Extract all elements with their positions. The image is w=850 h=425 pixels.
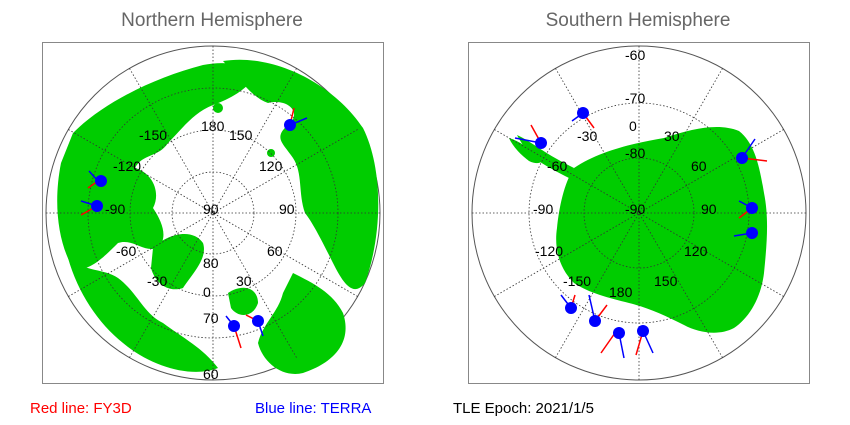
north-lon-label: 30 xyxy=(236,273,252,289)
north-lon-label: 180 xyxy=(201,118,225,134)
south-lon-label: 30 xyxy=(664,128,680,144)
satellite-marker xyxy=(228,320,240,332)
satellite-marker xyxy=(565,302,577,314)
south-lon-label: -150 xyxy=(563,273,591,289)
north-panel-title: Northern Hemisphere xyxy=(121,10,303,31)
satellite-marker xyxy=(746,227,758,239)
satellite-marker xyxy=(577,107,589,119)
south-lon-label: 120 xyxy=(684,243,708,259)
satellite-marker xyxy=(284,119,296,131)
north-lon-label: -30 xyxy=(147,273,167,289)
north-polar-map: 180 150 120 90 60 30 0 -30 -60 -90 -120 … xyxy=(45,45,381,382)
south-lon-label: 60 xyxy=(691,158,707,174)
legend-terra: Blue line: TERRA xyxy=(255,400,372,417)
south-lat-label: -70 xyxy=(625,90,645,106)
satellite-marker xyxy=(95,175,107,187)
north-lat-label: 90 xyxy=(203,201,219,217)
north-lon-label: 60 xyxy=(267,243,283,259)
north-graticule xyxy=(46,46,380,380)
south-lat-label: -60 xyxy=(625,47,645,63)
north-map-frame: 180 150 120 90 60 30 0 -30 -60 -90 -120 … xyxy=(42,42,384,384)
satellite-marker xyxy=(736,152,748,164)
south-lat-label: -80 xyxy=(625,145,645,161)
south-lon-label: -60 xyxy=(547,158,567,174)
satellite-marker xyxy=(746,202,758,214)
satellite-marker xyxy=(91,200,103,212)
south-land xyxy=(509,127,768,333)
satellite-marker xyxy=(589,315,601,327)
satellite-marker xyxy=(252,315,264,327)
north-lon-label: -120 xyxy=(113,158,141,174)
north-lon-label: 120 xyxy=(259,158,283,174)
south-lon-label: -120 xyxy=(535,243,563,259)
south-lon-label: -90 xyxy=(533,201,553,217)
north-lat-label: 70 xyxy=(203,310,219,326)
north-lon-label: 90 xyxy=(279,201,295,217)
north-lat-label: 60 xyxy=(203,366,219,382)
tle-epoch: TLE Epoch: 2021/1/5 xyxy=(453,400,594,417)
south-lon-label: 90 xyxy=(701,201,717,217)
satellite-marker xyxy=(613,327,625,339)
north-land xyxy=(57,59,379,374)
south-lon-label: -30 xyxy=(577,128,597,144)
south-lat-label: -90 xyxy=(625,201,645,217)
satellite-marker xyxy=(535,137,547,149)
satellite-marker xyxy=(637,325,649,337)
north-lat-label: 80 xyxy=(203,255,219,271)
north-lon-label: 150 xyxy=(229,127,253,143)
south-lon-label: 150 xyxy=(654,273,678,289)
north-lon-label: -60 xyxy=(116,243,136,259)
south-lon-label: 0 xyxy=(629,118,637,134)
north-lon-label: -90 xyxy=(105,201,125,217)
south-map-frame: 0 30 60 90 120 150 180 -150 -120 -90 -60… xyxy=(468,42,810,384)
legend-fy3d: Red line: FY3D xyxy=(30,400,132,417)
north-satellite-markers xyxy=(91,119,296,332)
south-satellite-markers xyxy=(535,107,758,339)
south-lon-label: 180 xyxy=(609,284,633,300)
south-polar-map: 0 30 60 90 120 150 180 -150 -120 -90 -60… xyxy=(471,45,807,381)
north-lon-label: 0 xyxy=(203,284,211,300)
south-panel-title: Southern Hemisphere xyxy=(545,10,731,31)
north-lon-label: -150 xyxy=(139,127,167,143)
